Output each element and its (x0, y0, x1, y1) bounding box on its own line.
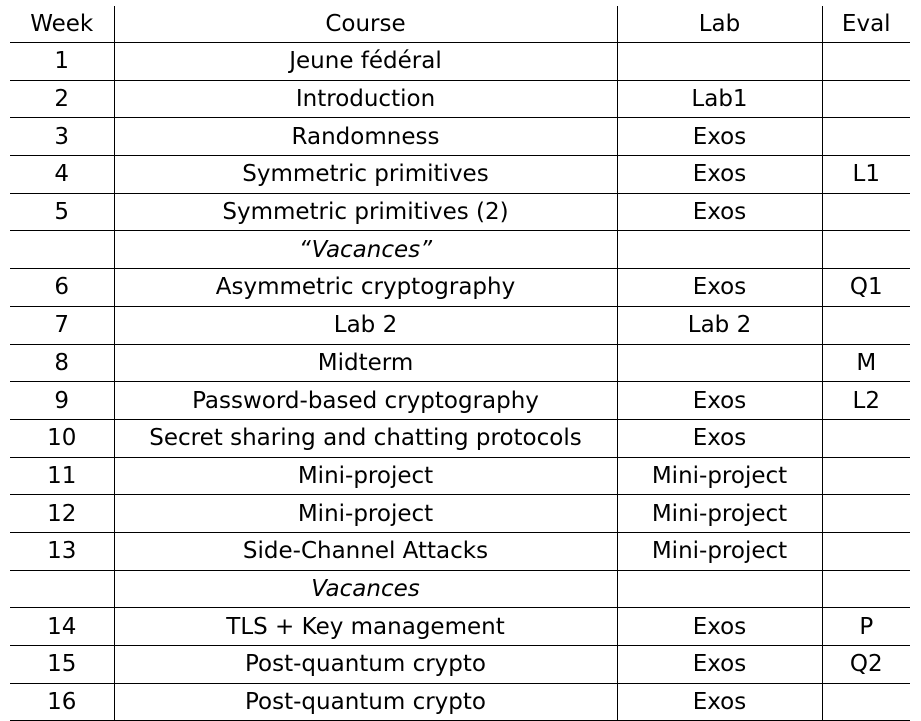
lab-cell (616, 344, 822, 383)
week-cell: 16 (10, 683, 114, 721)
week-cell (10, 230, 114, 270)
lab-cell: Exos (616, 193, 822, 232)
course-schedule-table: Week Course Lab Eval 1 Jeune fédéral 2 I… (10, 6, 910, 721)
table-row: 11 Mini-project Mini-project (10, 457, 910, 496)
lab-cell: Mini-project (616, 532, 822, 571)
course-cell: Mini-project (113, 457, 617, 496)
eval-cell (821, 457, 910, 496)
lab-cell (616, 42, 822, 81)
course-cell: Introduction (113, 80, 617, 119)
course-cell: Vacances (113, 570, 617, 609)
week-cell: 5 (10, 193, 114, 232)
table-row: 10 Secret sharing and chatting protocols… (10, 419, 910, 458)
header-eval: Eval (821, 6, 910, 43)
eval-cell (821, 80, 910, 119)
week-cell: 15 (10, 645, 114, 684)
table-row: 5 Symmetric primitives (2) Exos (10, 193, 910, 232)
course-cell: Randomness (113, 117, 617, 157)
eval-cell (821, 570, 910, 609)
table-row: 7 Lab 2 Lab 2 (10, 306, 910, 345)
week-cell: 13 (10, 532, 114, 571)
eval-cell: Q2 (821, 645, 910, 684)
course-cell: Secret sharing and chatting protocols (113, 419, 617, 458)
table-row: 14 TLS + Key management Exos P (10, 607, 910, 646)
table-row: 2 Introduction Lab1 (10, 80, 910, 119)
header-row: Week Course Lab Eval (10, 6, 910, 43)
lab-cell: Mini-project (616, 457, 822, 496)
table-row: 6 Asymmetric cryptography Exos Q1 (10, 268, 910, 307)
week-cell: 10 (10, 419, 114, 458)
week-cell (10, 570, 114, 609)
week-cell: 8 (10, 344, 114, 383)
week-cell: 14 (10, 607, 114, 646)
eval-cell (821, 230, 910, 270)
week-cell: 2 (10, 80, 114, 119)
course-cell: Post-quantum crypto (113, 645, 617, 684)
course-cell: Password-based cryptography (113, 381, 617, 420)
week-cell: 7 (10, 306, 114, 345)
eval-cell (821, 419, 910, 458)
eval-cell: L2 (821, 381, 910, 420)
course-cell: Midterm (113, 344, 617, 383)
eval-cell (821, 494, 910, 533)
week-cell: 9 (10, 381, 114, 420)
eval-cell: M (821, 344, 910, 383)
lab-cell (616, 570, 822, 609)
lab-cell: Exos (616, 155, 822, 194)
eval-cell (821, 42, 910, 81)
table-row: 12 Mini-project Mini-project (10, 494, 910, 533)
lab-cell: Exos (616, 268, 822, 307)
table-row: Vacances (10, 570, 910, 609)
eval-cell (821, 683, 910, 721)
lab-cell: Exos (616, 117, 822, 157)
course-cell: Side-Channel Attacks (113, 532, 617, 571)
course-cell: “Vacances” (113, 230, 617, 270)
lab-cell: Lab 2 (616, 306, 822, 345)
table-row: 16 Post-quantum crypto Exos (10, 683, 910, 721)
table-row: 4 Symmetric primitives Exos L1 (10, 155, 910, 194)
table-row: 13 Side-Channel Attacks Mini-project (10, 532, 910, 571)
lab-cell: Exos (616, 381, 822, 420)
lab-cell (616, 230, 822, 270)
header-course: Course (113, 6, 617, 43)
course-cell: Asymmetric cryptography (113, 268, 617, 307)
table-row: 9 Password-based cryptography Exos L2 (10, 381, 910, 420)
week-cell: 4 (10, 155, 114, 194)
eval-cell (821, 117, 910, 157)
course-cell: Symmetric primitives (2) (113, 193, 617, 232)
week-cell: 6 (10, 268, 114, 307)
eval-cell (821, 532, 910, 571)
week-cell: 3 (10, 117, 114, 157)
lab-cell: Exos (616, 607, 822, 646)
header-week: Week (10, 6, 114, 43)
eval-cell: P (821, 607, 910, 646)
eval-cell: L1 (821, 155, 910, 194)
week-cell: 11 (10, 457, 114, 496)
lab-cell: Lab1 (616, 80, 822, 119)
lab-cell: Exos (616, 683, 822, 721)
course-cell: TLS + Key management (113, 607, 617, 646)
table-row: 8 Midterm M (10, 344, 910, 383)
header-lab: Lab (616, 6, 822, 43)
table-row: 15 Post-quantum crypto Exos Q2 (10, 645, 910, 684)
eval-cell (821, 306, 910, 345)
course-cell: Mini-project (113, 494, 617, 533)
table-row: “Vacances” (10, 230, 910, 270)
table-row: 3 Randomness Exos (10, 117, 910, 157)
course-cell: Symmetric primitives (113, 155, 617, 194)
week-cell: 1 (10, 42, 114, 81)
course-cell: Jeune fédéral (113, 42, 617, 81)
eval-cell (821, 193, 910, 232)
lab-cell: Exos (616, 419, 822, 458)
week-cell: 12 (10, 494, 114, 533)
table-row: 1 Jeune fédéral (10, 42, 910, 81)
eval-cell: Q1 (821, 268, 910, 307)
course-cell: Lab 2 (113, 306, 617, 345)
lab-cell: Exos (616, 645, 822, 684)
lab-cell: Mini-project (616, 494, 822, 533)
course-cell: Post-quantum crypto (113, 683, 617, 721)
